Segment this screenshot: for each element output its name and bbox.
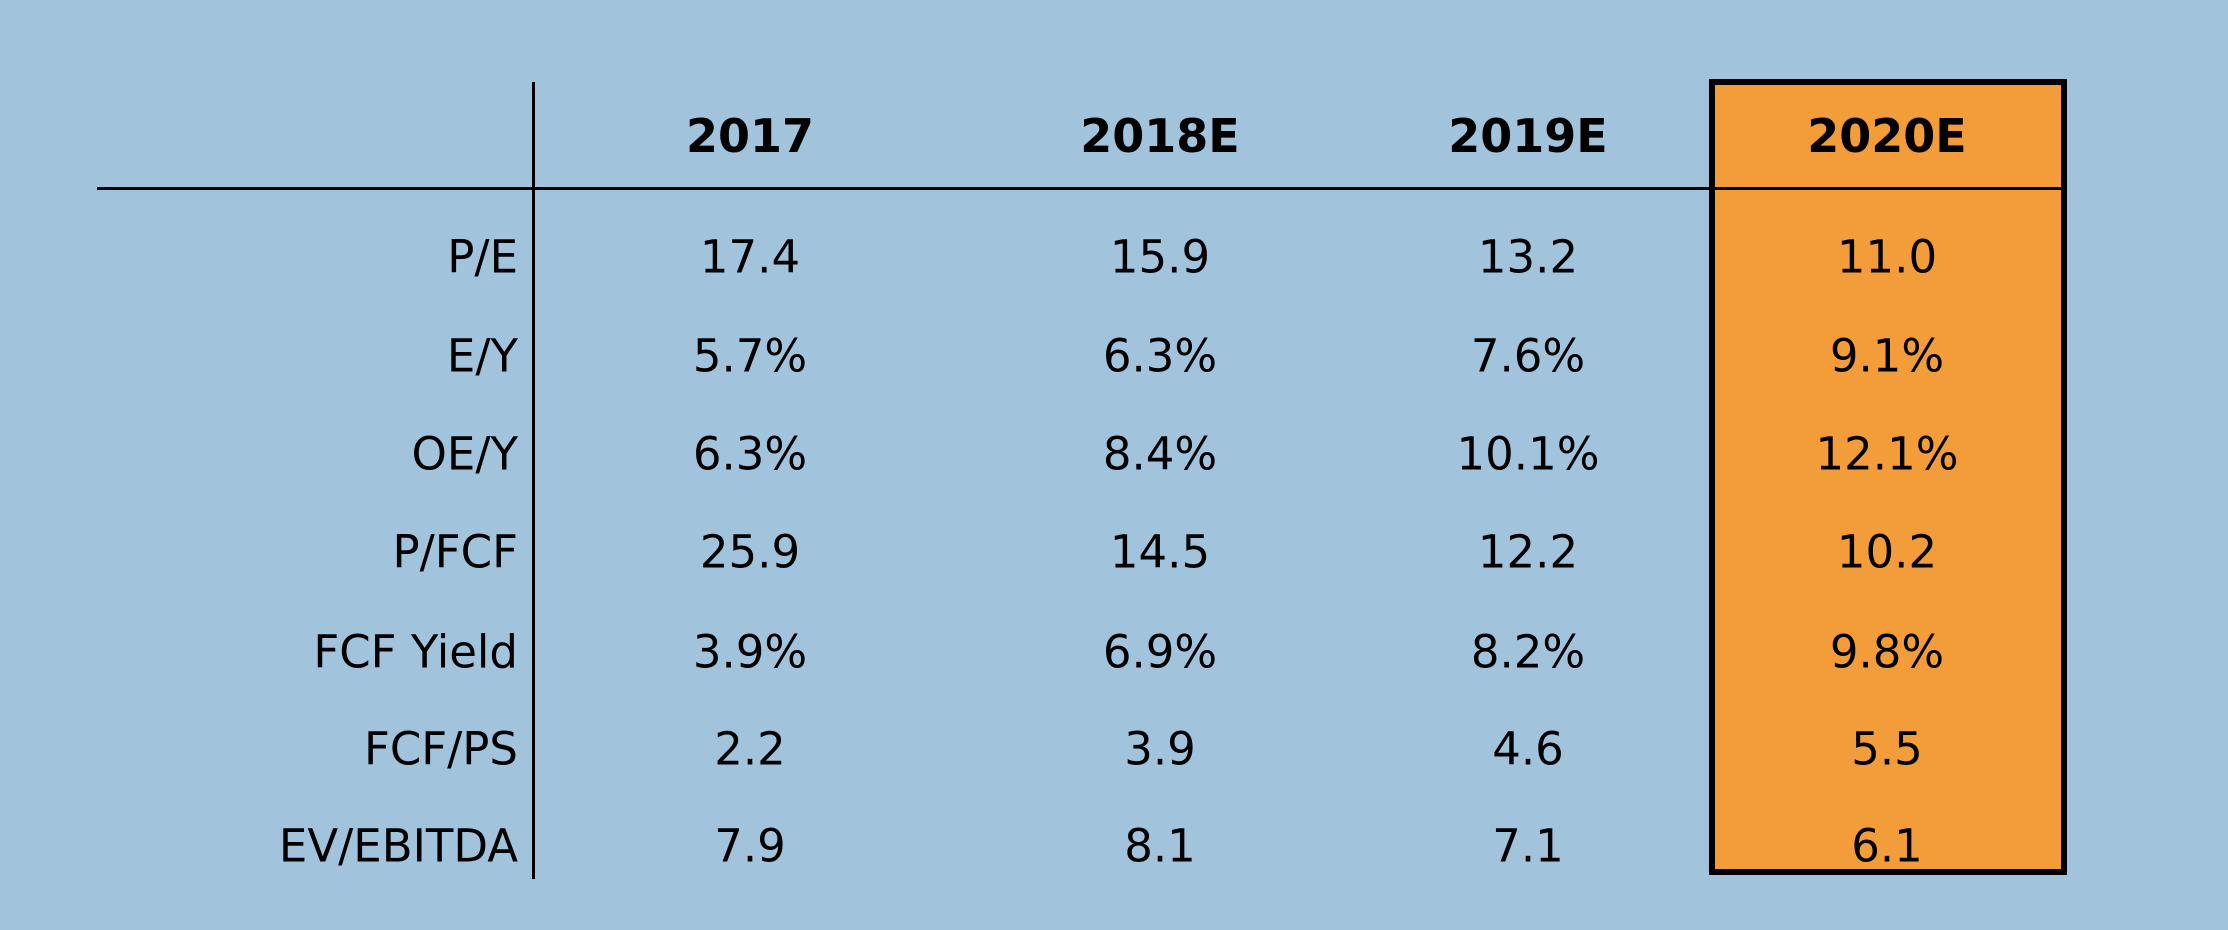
highlight-column-2020e bbox=[1709, 79, 2067, 875]
cell-fcf-ps-2019e: 4.6 bbox=[1492, 722, 1564, 776]
row-label-oe-y: OE/Y bbox=[411, 427, 518, 481]
column-header-2017: 2017 bbox=[685, 109, 815, 163]
column-header-2020e: 2020E bbox=[1807, 109, 1967, 163]
column-header-2018e: 2018E bbox=[1080, 109, 1240, 163]
cell-fcf-ps-2020e: 5.5 bbox=[1851, 722, 1923, 776]
cell-fcf-yield-2019e: 8.2% bbox=[1470, 625, 1586, 679]
cell-e-y-2019e: 7.6% bbox=[1470, 329, 1586, 383]
row-label-e-y: E/Y bbox=[446, 329, 518, 383]
cell-ev-ebitda-2018e: 8.1 bbox=[1124, 819, 1196, 873]
header-divider bbox=[97, 187, 2064, 190]
label-divider bbox=[532, 82, 535, 879]
cell-fcf-ps-2018e: 3.9 bbox=[1124, 722, 1196, 776]
row-label-fcf-yield: FCF Yield bbox=[313, 625, 518, 679]
cell-p-e-2019e: 13.2 bbox=[1477, 230, 1579, 284]
cell-fcf-ps-2017: 2.2 bbox=[714, 722, 786, 776]
cell-ev-ebitda-2020e: 6.1 bbox=[1851, 819, 1923, 873]
cell-oe-y-2020e: 12.1% bbox=[1815, 427, 1959, 481]
row-label-fcf-ps: FCF/PS bbox=[363, 722, 518, 776]
cell-oe-y-2019e: 10.1% bbox=[1456, 427, 1600, 481]
cell-fcf-yield-2018e: 6.9% bbox=[1102, 625, 1218, 679]
cell-p-e-2020e: 11.0 bbox=[1836, 230, 1938, 284]
cell-e-y-2018e: 6.3% bbox=[1102, 329, 1218, 383]
column-header-2019e: 2019E bbox=[1448, 109, 1608, 163]
cell-p-e-2018e: 15.9 bbox=[1109, 230, 1211, 284]
cell-ev-ebitda-2017: 7.9 bbox=[714, 819, 786, 873]
cell-fcf-yield-2017: 3.9% bbox=[692, 625, 808, 679]
row-label-p-e: P/E bbox=[447, 230, 518, 284]
cell-e-y-2020e: 9.1% bbox=[1829, 329, 1945, 383]
cell-ev-ebitda-2019e: 7.1 bbox=[1492, 819, 1564, 873]
cell-e-y-2017: 5.7% bbox=[692, 329, 808, 383]
cell-p-fcf-2018e: 14.5 bbox=[1109, 525, 1211, 579]
cell-p-e-2017: 17.4 bbox=[699, 230, 801, 284]
cell-p-fcf-2020e: 10.2 bbox=[1836, 525, 1938, 579]
row-label-ev-ebitda: EV/EBITDA bbox=[278, 819, 518, 873]
cell-oe-y-2018e: 8.4% bbox=[1102, 427, 1218, 481]
cell-oe-y-2017: 6.3% bbox=[692, 427, 808, 481]
row-label-p-fcf: P/FCF bbox=[392, 525, 519, 579]
cell-p-fcf-2019e: 12.2 bbox=[1477, 525, 1579, 579]
cell-p-fcf-2017: 25.9 bbox=[699, 525, 801, 579]
cell-fcf-yield-2020e: 9.8% bbox=[1829, 625, 1945, 679]
